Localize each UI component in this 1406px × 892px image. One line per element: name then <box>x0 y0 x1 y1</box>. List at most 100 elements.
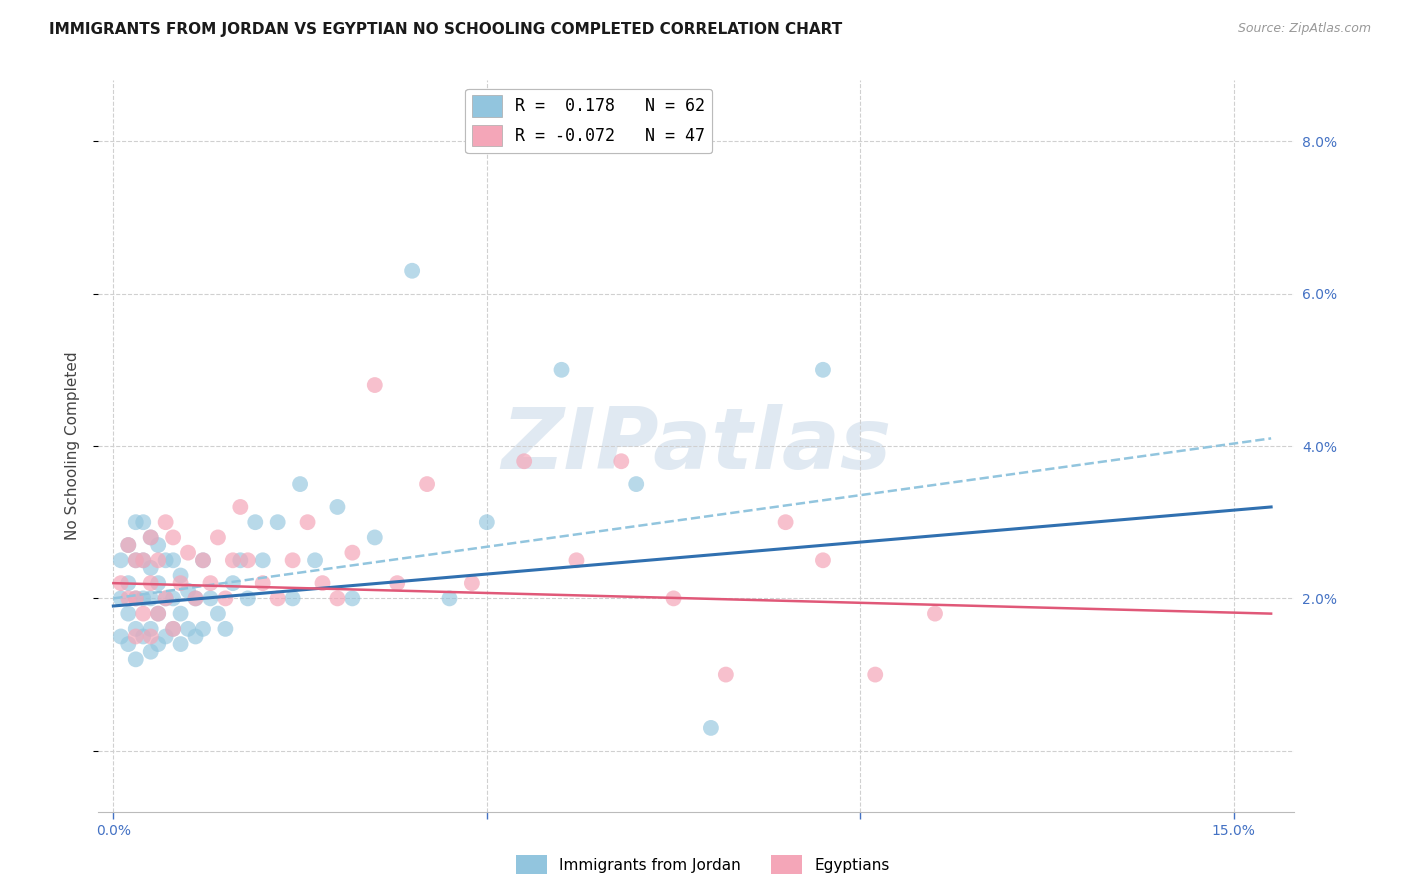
Text: ZIPatlas: ZIPatlas <box>501 404 891 488</box>
Point <box>162 622 184 636</box>
Point <box>139 622 162 636</box>
Point <box>229 500 252 514</box>
Point <box>416 477 439 491</box>
Point <box>214 591 236 606</box>
Point <box>162 591 184 606</box>
Point <box>288 477 311 491</box>
Point <box>267 515 290 529</box>
Point <box>155 591 177 606</box>
Point <box>342 591 364 606</box>
Point <box>222 576 245 591</box>
Point <box>132 591 155 606</box>
Point <box>714 667 737 681</box>
Point <box>169 607 191 621</box>
Point <box>110 591 132 606</box>
Point <box>125 630 148 644</box>
Point <box>439 591 461 606</box>
Point <box>117 591 139 606</box>
Point <box>385 576 409 591</box>
Point <box>162 530 184 544</box>
Point <box>132 630 155 644</box>
Point <box>148 607 170 621</box>
Point <box>207 530 229 544</box>
Point <box>401 264 423 278</box>
Point <box>139 576 162 591</box>
Point <box>139 591 162 606</box>
Point <box>110 630 132 644</box>
Point <box>191 553 214 567</box>
Point <box>117 607 139 621</box>
Point <box>662 591 685 606</box>
Point <box>924 607 946 621</box>
Point <box>364 530 387 544</box>
Point <box>155 553 177 567</box>
Point <box>229 553 252 567</box>
Point <box>811 553 834 567</box>
Point <box>326 500 349 514</box>
Point <box>311 576 333 591</box>
Point <box>162 622 184 636</box>
Point <box>191 622 214 636</box>
Point <box>125 591 148 606</box>
Point <box>139 630 162 644</box>
Legend: R =  0.178   N = 62, R = -0.072   N = 47: R = 0.178 N = 62, R = -0.072 N = 47 <box>465 88 711 153</box>
Point <box>125 591 148 606</box>
Text: IMMIGRANTS FROM JORDAN VS EGYPTIAN NO SCHOOLING COMPLETED CORRELATION CHART: IMMIGRANTS FROM JORDAN VS EGYPTIAN NO SC… <box>49 22 842 37</box>
Point <box>550 363 572 377</box>
Point <box>184 591 207 606</box>
Point <box>200 576 222 591</box>
Point <box>117 637 139 651</box>
Point <box>184 591 207 606</box>
Point <box>811 363 834 377</box>
Point <box>169 576 191 591</box>
Point <box>139 530 162 544</box>
Point <box>117 538 139 552</box>
Point <box>177 622 200 636</box>
Point <box>191 553 214 567</box>
Point <box>155 591 177 606</box>
Point <box>626 477 648 491</box>
Text: Source: ZipAtlas.com: Source: ZipAtlas.com <box>1237 22 1371 36</box>
Point <box>155 515 177 529</box>
Point <box>214 622 236 636</box>
Point <box>148 576 170 591</box>
Point <box>139 561 162 575</box>
Point <box>148 538 170 552</box>
Point <box>252 576 274 591</box>
Point <box>125 622 148 636</box>
Point <box>117 538 139 552</box>
Point <box>281 591 304 606</box>
Point <box>267 591 290 606</box>
Point <box>222 553 245 567</box>
Point <box>236 591 259 606</box>
Point <box>610 454 633 468</box>
Point <box>125 553 148 567</box>
Point <box>342 546 364 560</box>
Point <box>162 553 184 567</box>
Point <box>125 515 148 529</box>
Point <box>132 553 155 567</box>
Point <box>148 637 170 651</box>
Point <box>863 667 887 681</box>
Point <box>200 591 222 606</box>
Legend: Immigrants from Jordan, Egyptians: Immigrants from Jordan, Egyptians <box>510 849 896 880</box>
Point <box>177 583 200 598</box>
Point <box>139 645 162 659</box>
Point <box>281 553 304 567</box>
Point <box>364 378 387 392</box>
Point <box>475 515 498 529</box>
Point <box>148 607 170 621</box>
Point <box>700 721 723 735</box>
Point <box>184 630 207 644</box>
Point <box>252 553 274 567</box>
Point <box>125 553 148 567</box>
Point <box>169 637 191 651</box>
Point <box>304 553 326 567</box>
Point <box>148 553 170 567</box>
Point <box>513 454 536 468</box>
Point <box>117 576 139 591</box>
Point <box>775 515 797 529</box>
Point <box>110 576 132 591</box>
Point <box>461 576 484 591</box>
Point <box>125 652 148 666</box>
